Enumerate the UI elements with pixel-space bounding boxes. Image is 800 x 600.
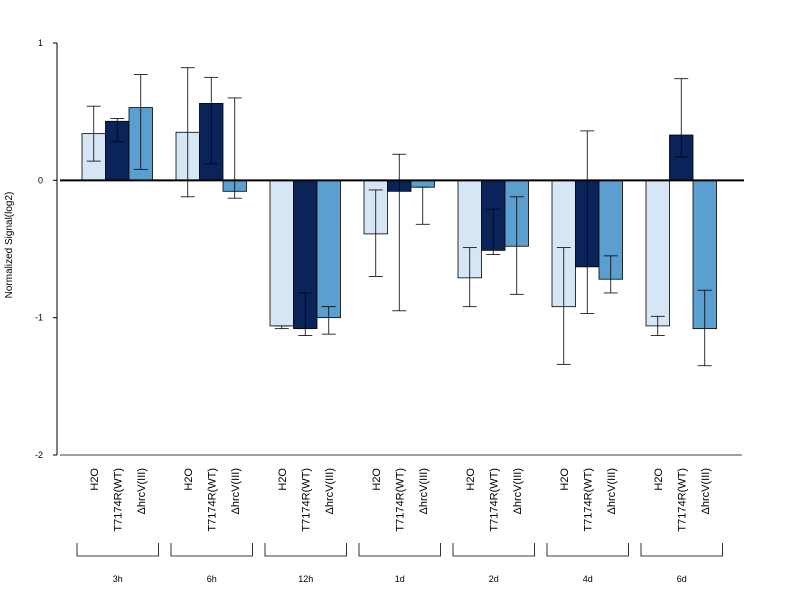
bar (410, 179, 435, 188)
group-label: 4d (583, 574, 593, 584)
category-label: ΔhrcV(III) (418, 468, 430, 514)
category-label: ΔhrcV(III) (230, 468, 242, 514)
group-label: 12h (298, 574, 313, 584)
category-label: T7174R(WT) (394, 468, 406, 532)
group-label: 6d (677, 574, 687, 584)
category-label: H2O (371, 468, 383, 491)
group-label: 3h (113, 574, 123, 584)
group-label: 1d (395, 574, 405, 584)
group-bracket (358, 543, 441, 557)
category-label: T7174R(WT) (488, 468, 500, 532)
category-label: ΔhrcV(III) (324, 468, 336, 514)
category-label: H2O (277, 468, 289, 491)
category-label: H2O (465, 468, 477, 491)
category-label: ΔhrcV(III) (700, 468, 712, 514)
y-tick-label: -1 (35, 313, 43, 323)
category-label: ΔhrcV(III) (512, 468, 524, 514)
group-bracket (452, 543, 535, 557)
y-tick-label: -2 (35, 450, 43, 460)
category-label: T7174R(WT) (676, 468, 688, 532)
y-tick-label: 1 (38, 38, 43, 48)
bar (316, 179, 341, 319)
group-label: 2d (489, 574, 499, 584)
category-label: ΔhrcV(III) (606, 468, 618, 514)
group-label: 6h (207, 574, 217, 584)
y-axis-label: Normalized Signal(log2) (4, 192, 15, 299)
group-bracket (76, 543, 159, 557)
group-bracket (546, 543, 629, 557)
category-label: T7174R(WT) (112, 468, 124, 532)
category-label: T7174R(WT) (300, 468, 312, 532)
bar (645, 179, 670, 327)
category-label: H2O (89, 468, 101, 491)
group-bracket (264, 543, 347, 557)
category-label: ΔhrcV(III) (136, 468, 148, 514)
category-label: T7174R(WT) (206, 468, 218, 532)
category-label: H2O (653, 468, 665, 491)
y-tick-label: 0 (38, 175, 43, 185)
category-label: T7174R(WT) (582, 468, 594, 532)
bar (269, 179, 294, 327)
group-bracket (170, 543, 253, 557)
category-label: H2O (183, 468, 195, 491)
group-bracket (640, 543, 723, 557)
category-label: H2O (559, 468, 571, 491)
plot-area: -2 -1 0 1 H2O T7174R(WT) ΔhrcV(III) 3h H2O T7174R… (35, 38, 744, 584)
